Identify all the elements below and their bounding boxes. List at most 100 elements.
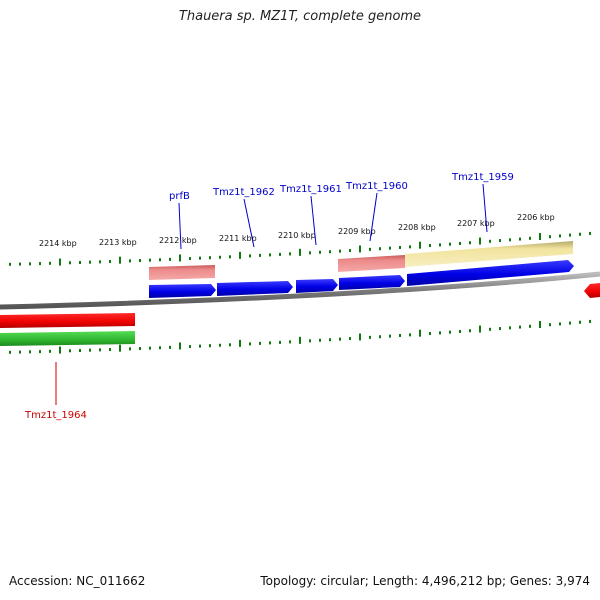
minor-tick (569, 321, 571, 325)
topology-summary: Topology: circular; Length: 4,496,212 bp… (260, 574, 590, 588)
minor-tick (409, 245, 411, 249)
offscreen-reverse-cds-arrow[interactable] (584, 283, 600, 298)
minor-tick (279, 252, 281, 256)
major-tick (419, 241, 421, 249)
minor-tick (279, 340, 281, 344)
minor-tick (9, 262, 11, 266)
tick-label-2208: 2208 kbp (398, 223, 436, 232)
major-tick (179, 342, 181, 350)
minor-tick (189, 257, 191, 261)
gene-label-tmz1t-1959[interactable]: Tmz1t_1959 (451, 172, 514, 183)
minor-tick (579, 320, 581, 324)
gene-labels: prfB Tmz1t_1962 Tmz1t_1961 Tmz1t_1960 Tm… (24, 172, 514, 421)
forward-cds-track (149, 260, 574, 298)
major-tick (239, 339, 241, 347)
minor-tick (19, 262, 21, 266)
tmz1t-1959-cds-arrow[interactable] (407, 260, 574, 286)
minor-tick (259, 341, 261, 345)
gene-label-leaders (55, 183, 488, 405)
tmz1t-1964-cds-block[interactable] (0, 313, 135, 328)
major-tick (119, 344, 121, 352)
minor-tick (329, 250, 331, 254)
minor-tick (309, 339, 311, 343)
tmz1t-1960-feature-block[interactable] (338, 255, 405, 272)
minor-tick (459, 241, 461, 245)
tmz1t-1962-cds-arrow[interactable] (217, 281, 293, 296)
minor-tick (429, 244, 431, 248)
genome-title: Thauera sp. MZ1T, complete genome (178, 9, 422, 24)
accession-label: Accession: NC_011662 (9, 574, 146, 588)
minor-tick (389, 246, 391, 250)
minor-tick (249, 342, 251, 346)
minor-tick (159, 346, 161, 350)
major-tick (539, 321, 541, 329)
minor-tick (549, 323, 551, 327)
minor-tick (229, 343, 231, 347)
tmz1t-1960-cds-arrow[interactable] (339, 275, 405, 290)
minor-tick (69, 261, 71, 265)
tick-label-2211: 2211 kbp (219, 234, 257, 243)
minor-tick (569, 233, 571, 237)
minor-tick (99, 260, 101, 264)
reverse-cds-track (0, 283, 600, 346)
minor-tick (69, 349, 71, 353)
tmz1t-1961-leader-line (310, 195, 317, 246)
minor-tick (49, 349, 51, 353)
minor-tick (559, 234, 561, 238)
prfb-feature-block[interactable] (149, 265, 215, 280)
minor-tick (499, 239, 501, 243)
minor-tick (549, 235, 551, 239)
gene-label-tmz1t-1961[interactable]: Tmz1t_1961 (279, 184, 342, 195)
minor-tick (319, 250, 321, 254)
minor-tick (209, 256, 211, 260)
major-tick (239, 251, 241, 259)
tmz1t-1961-cds-arrow[interactable] (296, 279, 338, 293)
tick-labels: 2214 kbp 2213 kbp 2212 kbp 2211 kbp 2210… (39, 213, 555, 248)
minor-tick (139, 347, 141, 351)
minor-tick (249, 254, 251, 258)
minor-tick (199, 256, 201, 260)
minor-tick (269, 253, 271, 257)
genome-backbone (0, 271, 600, 310)
prfb-cds-arrow[interactable] (149, 284, 216, 298)
tmz1t-1964-green-feature[interactable] (0, 331, 135, 346)
tick-label-2212: 2212 kbp (159, 236, 197, 245)
minor-tick (339, 249, 341, 253)
major-tick (419, 329, 421, 337)
minor-tick (589, 319, 591, 323)
minor-tick (489, 239, 491, 243)
minor-tick (139, 259, 141, 263)
minor-tick (409, 333, 411, 337)
gene-label-tmz1t-1962[interactable]: Tmz1t_1962 (212, 187, 275, 198)
tick-label-2213: 2213 kbp (99, 238, 137, 247)
minor-tick (449, 242, 451, 246)
major-tick (539, 233, 541, 241)
minor-tick (89, 260, 91, 264)
tmz1t-1959-leader-line (482, 183, 488, 233)
minor-tick (219, 255, 221, 259)
minor-tick (519, 237, 521, 241)
minor-tick (219, 343, 221, 347)
minor-tick (159, 258, 161, 262)
minor-tick (79, 260, 81, 264)
tmz1t-1959-feature-block[interactable] (405, 241, 573, 267)
minor-tick (289, 252, 291, 256)
tick-label-2207: 2207 kbp (457, 219, 495, 228)
gene-label-prfb[interactable]: prfB (169, 191, 190, 202)
minor-tick (439, 243, 441, 247)
gene-label-tmz1t-1960[interactable]: Tmz1t_1960 (345, 181, 408, 192)
minor-tick (129, 347, 131, 351)
major-tick (479, 325, 481, 333)
minor-tick (509, 326, 511, 330)
minor-tick (229, 255, 231, 259)
minor-tick (189, 345, 191, 349)
gene-label-tmz1t-1964[interactable]: Tmz1t_1964 (24, 410, 87, 421)
upper-tick-row (9, 231, 591, 266)
minor-tick (389, 334, 391, 338)
minor-tick (289, 340, 291, 344)
major-tick (299, 248, 301, 256)
minor-tick (339, 337, 341, 341)
minor-tick (99, 348, 101, 352)
